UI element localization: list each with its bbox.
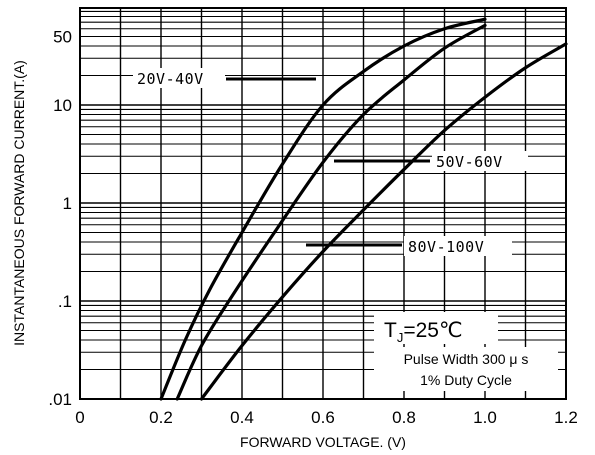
y-tick-label: .1 [58,292,72,311]
x-tick-label: 0.6 [311,408,335,427]
series-label-50-60v: 50V-60V [334,151,528,171]
y-axis-label: INSTANTANEOUS FORWARD CURRENT.(A) [11,60,27,346]
svg-text:TJ=25℃: TJ=25℃ [384,319,463,345]
series-curve-0 [159,17,487,401]
x-tick-label: 0.8 [392,408,416,427]
y-tick-label: .01 [48,390,72,409]
svg-text:80V-100V: 80V-100V [408,238,484,256]
series-curves [159,17,568,401]
series-label-80-100v: 80V-100V [306,236,512,256]
svg-text:50V-60V: 50V-60V [436,153,503,171]
x-tick-label: 0.2 [149,408,173,427]
series-label-20-40v: 20V-40V [133,68,316,88]
x-tick-label: 0.4 [230,408,254,427]
x-tick-label: 1.2 [554,408,578,427]
x-axis-label: FORWARD VOLTAGE. (V) [240,434,406,450]
series-curve-2 [199,42,568,401]
junction-temperature-note: TJ=25℃ [374,312,498,345]
series-curve-1 [175,23,487,401]
x-tick-label: 1.0 [473,408,497,427]
svg-text:Pulse Width 300 μ s: Pulse Width 300 μ s [404,351,529,367]
y-tick-label: 1 [63,194,72,213]
x-tick-label: 0 [75,408,84,427]
y-tick-label: 10 [53,96,72,115]
svg-text:20V-40V: 20V-40V [137,70,204,88]
svg-text:1% Duty Cycle: 1% Duty Cycle [420,372,512,388]
plot-frame [79,7,567,400]
pulse-width-note: Pulse Width 300 μ s 1% Duty Cycle [374,347,558,391]
y-tick-label: 50 [53,28,72,47]
tick-labels: 0 0.2 0.4 0.6 0.8 1.0 1.2 .01 .1 1 10 50 [48,28,577,427]
